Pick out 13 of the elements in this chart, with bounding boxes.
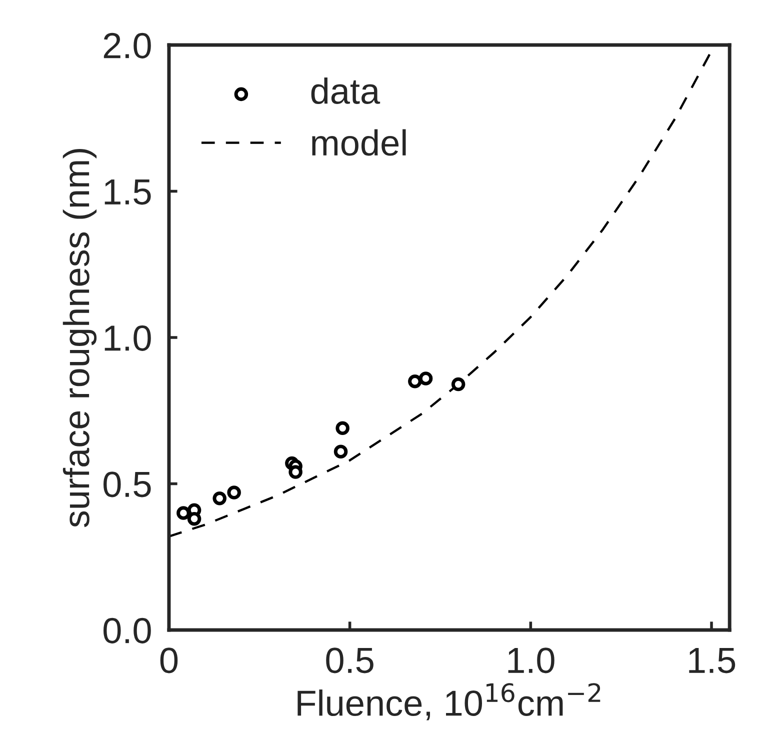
y-axis-title: surface roughness (nm) xyxy=(62,149,97,528)
x-axis-title: Fluence, 10$^{16}$cm$^{−2}$ xyxy=(298,683,600,720)
x-tick-label: 0.5 xyxy=(326,648,374,674)
y-tick-label: 0.5 xyxy=(104,472,151,498)
y-tick-label: 2.0 xyxy=(104,32,151,58)
x-tick-label: 1.0 xyxy=(508,648,554,674)
y-tick-label: 1.0 xyxy=(104,325,151,351)
legend-label: model xyxy=(312,129,406,156)
y-tick-label: 1.5 xyxy=(104,179,151,205)
x-tick-label: 1.5 xyxy=(689,648,736,674)
x-tick-label: 0 xyxy=(160,648,178,674)
y-tick-label: 0.0 xyxy=(104,618,151,644)
legend-label: data xyxy=(311,78,380,104)
